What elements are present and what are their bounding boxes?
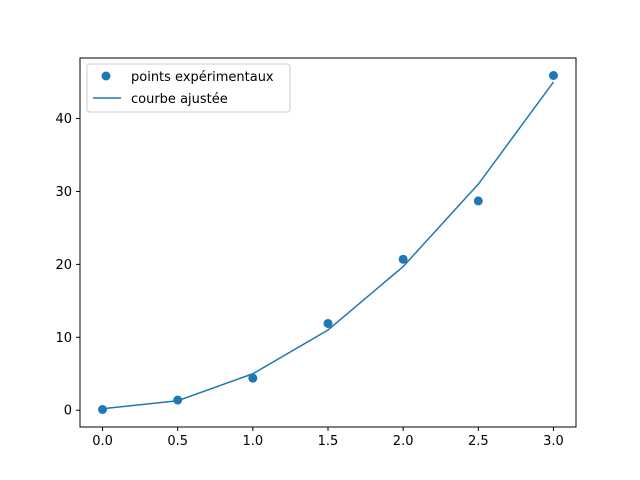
axes-frame <box>79 57 577 428</box>
legend-box <box>86 63 291 113</box>
x-axis: 0.0 0.5 1.0 1.5 2.0 2.5 3.0 <box>92 427 564 449</box>
data-point <box>473 196 483 206</box>
plot-area <box>98 71 558 414</box>
fit-curve-line <box>102 81 555 410</box>
data-point <box>548 71 558 81</box>
y-tick-label: 0 <box>64 404 72 419</box>
x-tick-label: 0.0 <box>92 434 113 449</box>
x-tick-label: 1.0 <box>243 434 264 449</box>
legend-label-points: points expérimentaux <box>131 70 274 85</box>
data-point <box>323 318 333 328</box>
legend: points expérimentaux courbe ajustée <box>86 63 291 113</box>
x-tick-label: 1.5 <box>318 434 339 449</box>
y-tick-label: 20 <box>55 258 72 273</box>
data-point <box>248 373 258 383</box>
y-axis: 0 10 20 30 40 <box>55 112 80 419</box>
data-point <box>98 404 108 414</box>
legend-label-fit: courbe ajustée <box>131 92 228 107</box>
y-tick-label: 30 <box>55 185 72 200</box>
x-tick-label: 2.5 <box>468 434 489 449</box>
data-point <box>398 254 408 264</box>
x-tick-label: 2.0 <box>393 434 414 449</box>
data-point <box>173 395 183 405</box>
x-tick-label: 0.5 <box>167 434 188 449</box>
x-tick-label: 3.0 <box>543 434 564 449</box>
legend-marker-points <box>101 71 111 81</box>
y-tick-label: 10 <box>55 331 72 346</box>
y-tick-label: 40 <box>55 112 72 127</box>
